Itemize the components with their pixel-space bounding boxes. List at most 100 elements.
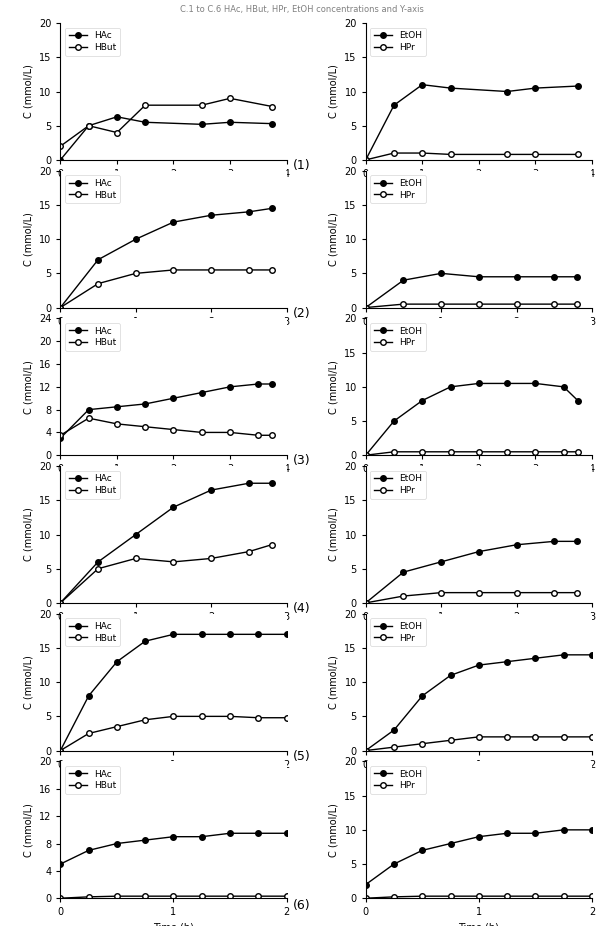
Line: HPr: HPr (363, 894, 595, 901)
EtOH (419, 79, 426, 90)
HAc (283, 828, 290, 839)
HBut (226, 427, 234, 438)
HAc (226, 629, 234, 640)
EtOH (588, 824, 596, 835)
Line: HAc: HAc (57, 382, 275, 441)
Line: HBut: HBut (57, 416, 275, 438)
Y-axis label: C (mmol/L): C (mmol/L) (329, 65, 339, 119)
Y-axis label: C (mmol/L): C (mmol/L) (329, 360, 339, 414)
HBut (132, 268, 140, 279)
Text: (6): (6) (293, 899, 311, 912)
EtOH (588, 649, 596, 660)
HAc (141, 834, 149, 845)
HPr (390, 446, 397, 457)
HBut (269, 101, 276, 112)
EtOH (390, 416, 397, 427)
HAc (132, 233, 140, 244)
HBut (85, 120, 92, 131)
HAc (57, 432, 64, 444)
HBut (141, 891, 149, 902)
HAc (255, 629, 262, 640)
EtOH (513, 271, 520, 282)
HAc (255, 828, 262, 839)
HAc (245, 206, 252, 218)
Line: HAc: HAc (57, 632, 289, 754)
HAc (85, 690, 92, 701)
EtOH (475, 271, 483, 282)
Y-axis label: C (mmol/L): C (mmol/L) (24, 803, 33, 857)
EtOH (419, 395, 426, 407)
HBut (283, 891, 290, 902)
Legend: HAc, HBut: HAc, HBut (65, 175, 120, 204)
HAc (226, 828, 234, 839)
HPr (437, 587, 445, 598)
HAc (85, 404, 92, 415)
EtOH (532, 653, 539, 664)
EtOH (504, 828, 511, 839)
HPr (573, 298, 580, 309)
HAc (141, 635, 149, 646)
HAc (57, 155, 64, 166)
Text: (3): (3) (293, 454, 311, 468)
Y-axis label: C (mmol/L): C (mmol/L) (329, 212, 339, 266)
HAc (245, 478, 252, 489)
HPr (532, 891, 539, 902)
HPr (475, 446, 483, 457)
EtOH (419, 690, 426, 701)
X-axis label: Time (h): Time (h) (153, 628, 194, 637)
EtOH (390, 858, 397, 870)
HPr (447, 891, 454, 902)
EtOH (551, 271, 558, 282)
HPr (532, 732, 539, 743)
HBut (57, 745, 64, 757)
HBut (114, 127, 121, 138)
HPr (390, 742, 397, 753)
HPr (475, 298, 483, 309)
EtOH (390, 100, 397, 111)
HAc (198, 832, 205, 843)
Line: EtOH: EtOH (363, 539, 580, 606)
Line: EtOH: EtOH (363, 652, 595, 754)
HAc (94, 254, 101, 265)
EtOH (504, 378, 511, 389)
Line: HBut: HBut (57, 714, 289, 754)
Y-axis label: C (mmol/L): C (mmol/L) (24, 65, 33, 119)
HPr (532, 446, 539, 457)
Line: HBut: HBut (57, 894, 289, 901)
HAc (57, 302, 64, 313)
Y-axis label: C (mmol/L): C (mmol/L) (329, 507, 339, 561)
HAc (57, 597, 64, 608)
EtOH (504, 657, 511, 668)
EtOH (390, 724, 397, 735)
HAc (57, 858, 64, 870)
HAc (255, 379, 262, 390)
HPr (475, 732, 483, 743)
HAc (268, 203, 275, 214)
HAc (198, 629, 205, 640)
Line: HBut: HBut (57, 95, 275, 149)
HBut (198, 711, 205, 722)
HPr (513, 298, 520, 309)
EtOH (532, 82, 539, 94)
EtOH (475, 832, 483, 843)
HBut (170, 711, 177, 722)
HAc (114, 401, 121, 412)
EtOH (560, 824, 567, 835)
X-axis label: Time (h): Time (h) (458, 923, 500, 926)
HAc (170, 502, 177, 513)
HBut (94, 278, 101, 289)
Line: HPr: HPr (363, 150, 580, 163)
X-axis label: Time (h): Time (h) (458, 184, 500, 194)
Line: EtOH: EtOH (363, 270, 580, 310)
HBut (170, 424, 177, 435)
HBut (85, 413, 92, 424)
EtOH (573, 271, 580, 282)
EtOH (574, 81, 582, 92)
HPr (419, 891, 426, 902)
HAc (226, 117, 234, 128)
HPr (504, 891, 511, 902)
Legend: EtOH, HPr: EtOH, HPr (370, 470, 426, 498)
Line: EtOH: EtOH (363, 381, 580, 458)
Legend: HAc, HBut: HAc, HBut (65, 323, 120, 351)
HPr (447, 149, 454, 160)
